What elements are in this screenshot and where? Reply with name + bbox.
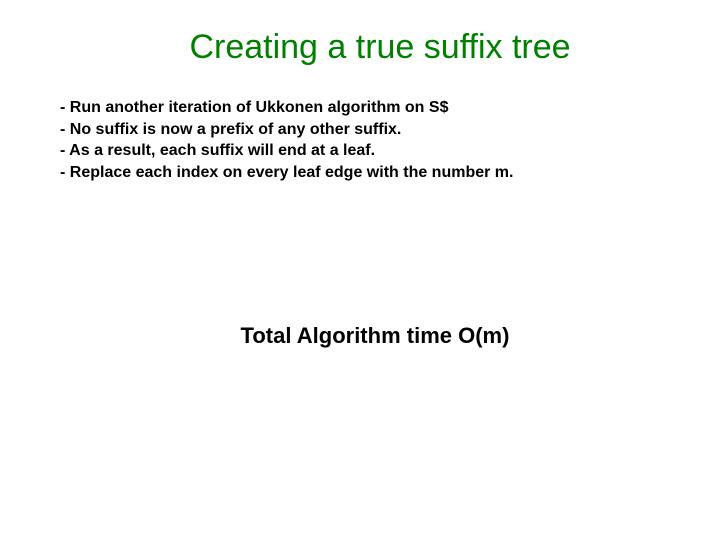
conclusion-text: Total Algorithm time O(m) (0, 323, 720, 349)
bullet-list: - Run another iteration of Ukkonen algor… (0, 97, 720, 183)
bullet-item: - No suffix is now a prefix of any other… (60, 119, 680, 141)
slide-title: Creating a true suffix tree (0, 0, 720, 97)
slide-container: Creating a true suffix tree - Run anothe… (0, 0, 720, 540)
bullet-item: - As a result, each suffix will end at a… (60, 140, 680, 162)
bullet-item: - Replace each index on every leaf edge … (60, 162, 680, 184)
bullet-item: - Run another iteration of Ukkonen algor… (60, 97, 680, 119)
